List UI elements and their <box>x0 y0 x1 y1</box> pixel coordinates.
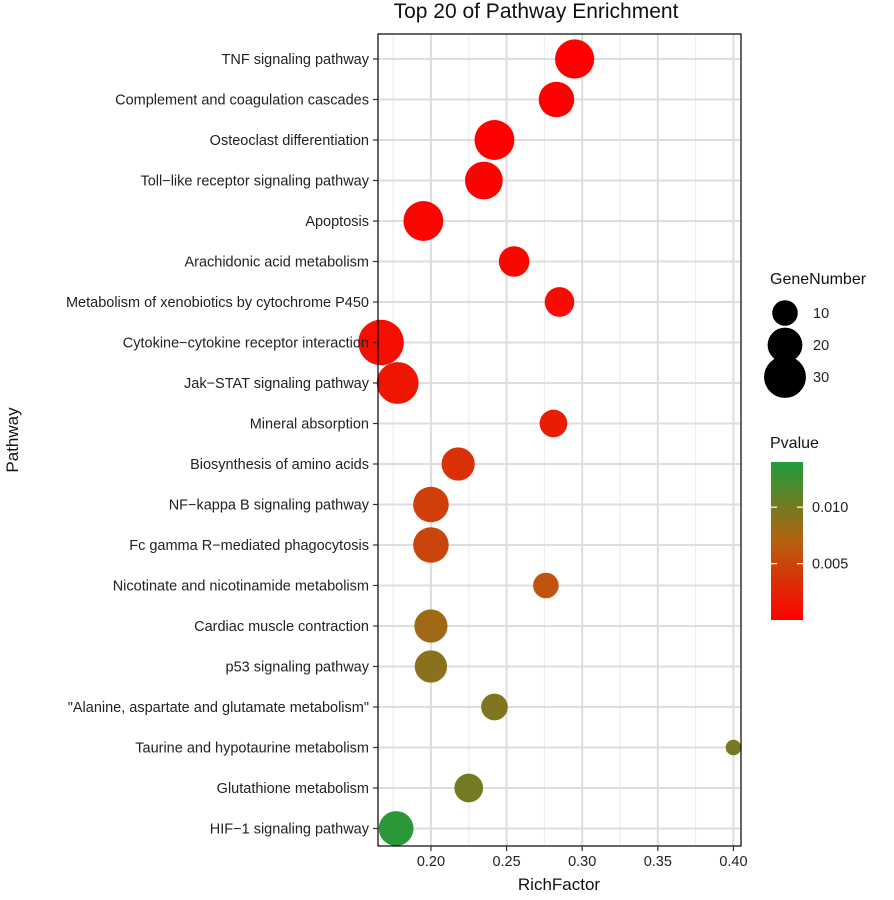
y-tick-label: Jak−STAT signaling pathway <box>184 376 370 392</box>
x-tick-label: 0.30 <box>568 854 596 870</box>
size-legend-label: 20 <box>813 338 829 354</box>
plot-panel-border <box>377 33 742 847</box>
grid-lines <box>378 34 741 846</box>
y-tick-label: Metabolism of xenobiotics by cytochrome … <box>66 295 369 311</box>
chart-title: Top 20 of Pathway Enrichment <box>394 0 679 23</box>
color-legend-title: Pvalue <box>770 435 819 452</box>
data-point <box>413 486 449 523</box>
x-tick-label: 0.35 <box>644 854 672 870</box>
y-tick-label: Toll−like receptor signaling pathway <box>140 174 369 190</box>
data-point <box>474 120 515 160</box>
data-point <box>533 572 559 599</box>
data-point <box>358 319 404 366</box>
color-bar <box>771 462 803 620</box>
y-tick-label: Cytokine−cytokine receptor interaction <box>123 336 369 352</box>
color-legend: Pvalue 0.005 0.010 <box>770 435 848 620</box>
data-point <box>376 362 419 404</box>
data-point <box>498 246 530 277</box>
size-legend-label: 30 <box>813 370 829 386</box>
data-point <box>413 527 449 563</box>
y-tick-label: Taurine and hypotaurine metabolism <box>135 741 369 757</box>
size-legend-dot <box>767 327 803 363</box>
size-legend-dot <box>772 300 798 326</box>
data-point <box>464 161 503 200</box>
size-legend: GeneNumber 10 20 30 <box>764 271 867 398</box>
data-point <box>441 447 475 481</box>
y-tick-label: TNF signaling pathway <box>222 52 370 68</box>
data-point <box>481 693 508 721</box>
data-point <box>539 409 568 438</box>
x-tick-label: 0.20 <box>417 854 445 870</box>
x-axis-ticks: 0.20 0.25 0.30 0.35 0.40 <box>417 846 748 870</box>
data-point <box>538 81 575 118</box>
y-tick-label: p53 signaling pathway <box>226 660 370 676</box>
y-tick-label: Fc gamma R−mediated phagocytosis <box>129 538 369 554</box>
data-point <box>414 650 448 683</box>
color-legend-label: 0.005 <box>812 557 848 573</box>
y-axis-ticks: TNF signaling pathway Complement and coag… <box>66 52 378 838</box>
x-axis-title: RichFactor <box>518 875 601 894</box>
y-tick-label: Osteoclast differentiation <box>210 133 369 149</box>
x-tick-label: 0.25 <box>492 854 520 870</box>
color-legend-label: 0.010 <box>812 500 848 516</box>
y-tick-label: "Alanine, aspartate and glutamate metabo… <box>68 700 369 716</box>
y-tick-label: Biosynthesis of amino acids <box>190 457 369 473</box>
data-point <box>555 39 595 79</box>
size-legend-title: GeneNumber <box>770 271 867 288</box>
size-legend-label: 10 <box>813 306 829 322</box>
y-tick-label: Complement and coagulation cascades <box>115 93 369 109</box>
data-point <box>544 287 575 317</box>
y-tick-label: Cardiac muscle contraction <box>194 619 369 635</box>
y-tick-label: Arachidonic acid metabolism <box>184 255 369 271</box>
size-legend-dot <box>764 356 806 398</box>
data-point <box>454 773 484 803</box>
y-tick-label: Mineral absorption <box>250 417 369 433</box>
y-tick-label: Apoptosis <box>305 214 369 230</box>
data-point <box>403 201 444 241</box>
y-tick-label: Nicotinate and nicotinamide metabolism <box>113 579 369 595</box>
data-points <box>358 39 742 846</box>
y-axis-title: Pathway <box>3 407 22 473</box>
y-tick-label: NF−kappa B signaling pathway <box>169 498 370 514</box>
y-tick-label: HIF−1 signaling pathway <box>210 822 370 838</box>
data-point <box>378 811 414 846</box>
x-tick-label: 0.40 <box>719 854 747 870</box>
data-point <box>725 739 742 756</box>
y-tick-label: Glutathione metabolism <box>217 781 369 797</box>
data-point <box>414 609 448 643</box>
